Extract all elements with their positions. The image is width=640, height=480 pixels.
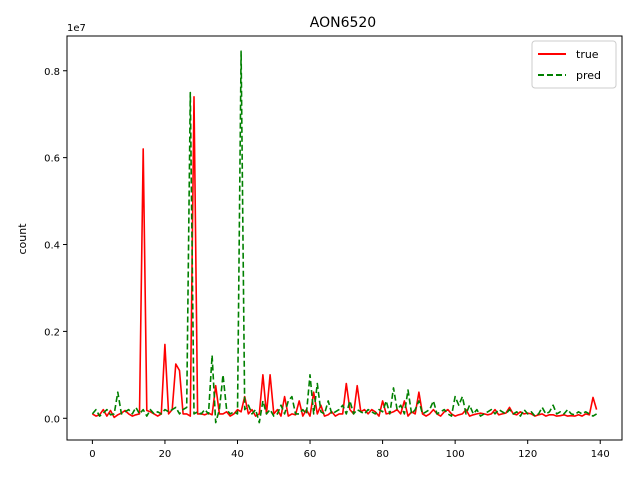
y-offset-label: 1e7 (67, 23, 86, 34)
legend-box (531, 40, 617, 89)
y-tick-label: 0.6 (44, 154, 60, 165)
y-tick-label: 0.2 (44, 327, 60, 338)
chart-title: AON6520 (310, 15, 376, 31)
y-axis-label: count (16, 223, 29, 255)
x-tick-label: 100 (446, 449, 465, 460)
axes: 0 20 40 60 80 100 120 140 0.0 0.2 0.4 0.6 0.8 (44, 35, 623, 460)
y-tick-label: 0.4 (44, 241, 60, 252)
x-tick-label: 0 (89, 449, 95, 460)
x-tick-label: 80 (376, 449, 389, 460)
x-tick-label: 40 (231, 449, 244, 460)
x-tick-label: 60 (304, 449, 317, 460)
y-tick-label: 0.0 (44, 414, 60, 425)
x-tick-label: 140 (591, 449, 610, 460)
y-tick-label: 0.8 (44, 67, 60, 78)
legend-label-true: true (576, 48, 599, 61)
x-tick-label: 20 (159, 449, 172, 460)
x-tick-label: 120 (518, 449, 537, 460)
legend: true pred (531, 40, 617, 89)
plot-lines (91, 50, 598, 424)
legend-label-pred: pred (576, 69, 601, 82)
series-line-true (91, 96, 598, 419)
plot-frame (66, 35, 623, 441)
series-line-pred (91, 50, 598, 424)
